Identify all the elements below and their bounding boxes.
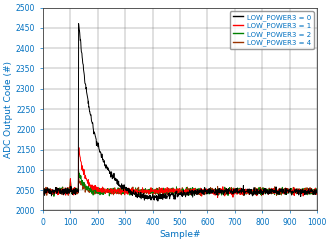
LOW_POWER3 = 2 bbox=[76, 170, 80, 173]
LOW_POWER3 = 4 bbox=[302, 192, 306, 195]
LOW_POWER3 = 0 bbox=[58, 189, 62, 191]
LOW_POWER3 = 1 bbox=[265, 190, 269, 193]
Y-axis label: ADC Output Code (#): ADC Output Code (#) bbox=[4, 61, 13, 157]
LOW_POWER3 = 1 bbox=[215, 196, 219, 199]
X-axis label: Sample#: Sample# bbox=[159, 230, 201, 239]
LOW_POWER3 = 4 bbox=[284, 191, 288, 194]
LOW_POWER3 = 2 bbox=[284, 190, 288, 193]
Line: LOW_POWER3 = 0: LOW_POWER3 = 0 bbox=[43, 24, 317, 201]
LOW_POWER3 = 4 bbox=[255, 190, 259, 193]
LOW_POWER3 = 1 bbox=[302, 188, 306, 191]
LOW_POWER3 = 0 bbox=[255, 193, 259, 196]
LOW_POWER3 = 0 bbox=[156, 200, 160, 202]
LOW_POWER3 = 0 bbox=[265, 192, 269, 195]
LOW_POWER3 = 1 bbox=[58, 190, 62, 192]
LOW_POWER3 = 4 bbox=[58, 191, 62, 194]
LOW_POWER3 = 1 bbox=[77, 146, 81, 149]
LOW_POWER3 = 0 bbox=[315, 191, 319, 194]
LOW_POWER3 = 2 bbox=[265, 189, 269, 192]
LOW_POWER3 = 0 bbox=[284, 187, 288, 190]
LOW_POWER3 = 2 bbox=[302, 191, 306, 194]
LOW_POWER3 = 2 bbox=[315, 188, 319, 191]
Line: LOW_POWER3 = 1: LOW_POWER3 = 1 bbox=[43, 148, 317, 198]
LOW_POWER3 = 0 bbox=[76, 22, 80, 25]
Line: LOW_POWER3 = 4: LOW_POWER3 = 4 bbox=[43, 177, 317, 196]
LOW_POWER3 = 2 bbox=[255, 192, 259, 195]
LOW_POWER3 = 1 bbox=[315, 192, 319, 195]
LOW_POWER3 = 0 bbox=[302, 189, 306, 192]
LOW_POWER3 = 2 bbox=[52, 195, 56, 198]
LOW_POWER3 = 1 bbox=[284, 190, 288, 193]
LOW_POWER3 = 1 bbox=[255, 187, 259, 190]
LOW_POWER3 = 1 bbox=[97, 190, 101, 193]
LOW_POWER3 = 4 bbox=[265, 190, 269, 193]
LOW_POWER3 = 4 bbox=[97, 189, 101, 191]
LOW_POWER3 = 2 bbox=[97, 187, 101, 190]
LOW_POWER3 = 4 bbox=[315, 191, 319, 193]
LOW_POWER3 = 0 bbox=[41, 192, 45, 195]
LOW_POWER3 = 4 bbox=[41, 189, 45, 191]
LOW_POWER3 = 4 bbox=[76, 175, 80, 178]
LOW_POWER3 = 2 bbox=[41, 188, 45, 191]
LOW_POWER3 = 2 bbox=[58, 190, 62, 193]
LOW_POWER3 = 4 bbox=[260, 194, 263, 197]
Line: LOW_POWER3 = 2: LOW_POWER3 = 2 bbox=[43, 171, 317, 196]
Legend: LOW_POWER3 = 0, LOW_POWER3 = 1, LOW_POWER3 = 2, LOW_POWER3 = 4: LOW_POWER3 = 0, LOW_POWER3 = 1, LOW_POWE… bbox=[230, 11, 314, 49]
LOW_POWER3 = 1 bbox=[41, 189, 45, 192]
LOW_POWER3 = 0 bbox=[97, 147, 101, 150]
